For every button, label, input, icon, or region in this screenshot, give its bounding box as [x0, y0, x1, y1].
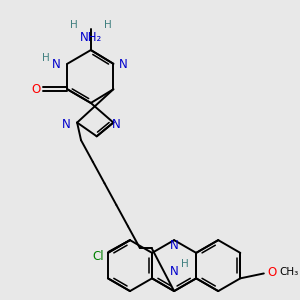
Text: Cl: Cl	[93, 250, 104, 263]
Text: NH₂: NH₂	[80, 31, 102, 44]
Text: H: H	[70, 20, 78, 30]
Text: N: N	[170, 265, 179, 278]
Text: N: N	[112, 118, 121, 131]
Text: N: N	[62, 118, 71, 131]
Text: N: N	[119, 58, 128, 71]
Text: N: N	[52, 58, 61, 71]
Text: H: H	[42, 53, 50, 63]
Text: O: O	[267, 266, 276, 279]
Text: O: O	[31, 83, 40, 96]
Text: N: N	[170, 238, 178, 251]
Text: H: H	[103, 20, 111, 30]
Text: CH₃: CH₃	[280, 268, 299, 278]
Text: H: H	[181, 259, 188, 269]
